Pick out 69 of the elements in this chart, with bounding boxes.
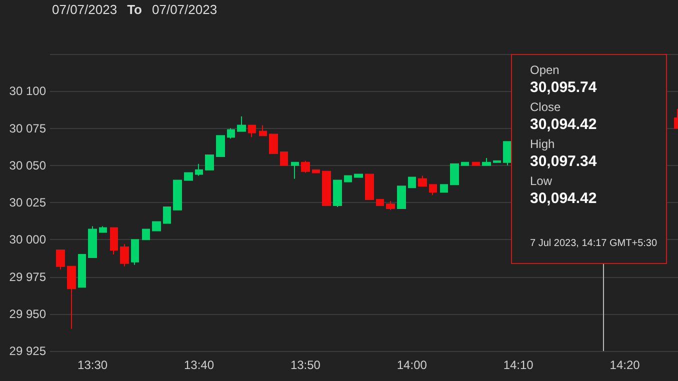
text: 07/07/2023 — [52, 2, 118, 17]
candlestick — [503, 141, 512, 166]
y-tick-label: 30 100 — [9, 84, 46, 98]
candlestick — [291, 162, 299, 180]
annotation: Close — [530, 100, 562, 115]
candlestick — [163, 206, 171, 224]
x-tick-label: 14:00 — [396, 358, 428, 372]
candlestick — [354, 174, 363, 178]
candlestick — [269, 134, 278, 154]
candlestick — [344, 175, 352, 182]
candlestick — [99, 226, 107, 233]
text: To — [127, 2, 142, 17]
candlestick — [227, 128, 235, 140]
candlestick — [440, 184, 448, 193]
candlestick — [195, 163, 203, 176]
candlestick — [259, 124, 267, 136]
x-tick-label: 14:10 — [503, 358, 534, 372]
candlestick — [386, 200, 395, 210]
y-tick-label: 30 050 — [9, 158, 46, 172]
annotation: 30,095.74 — [530, 78, 598, 97]
annotation: 30,094.42 — [530, 189, 598, 208]
x-tick-label: 13:30 — [78, 358, 108, 372]
candlestick — [450, 163, 459, 186]
candlestick — [493, 160, 501, 163]
y-tick-label: 30 025 — [9, 196, 46, 210]
candlestick — [333, 180, 342, 208]
y-tick-label: 29 925 — [9, 344, 46, 358]
annotation: High — [530, 137, 556, 152]
candlestick — [216, 135, 225, 157]
candlestick — [365, 174, 374, 200]
candlestick — [173, 180, 182, 210]
y-tick-label: 29 975 — [9, 270, 46, 284]
candlestick — [301, 160, 310, 174]
annotation: Open — [530, 63, 560, 78]
x-tick-label: 13:40 — [184, 358, 214, 372]
annotation: 7 Jul 2023, 14:17 GMT+5:30 — [530, 238, 658, 249]
candlestick — [142, 228, 150, 240]
annotation: 30,094.42 — [530, 115, 598, 134]
candlestick — [88, 226, 97, 258]
candlestick — [248, 124, 256, 138]
candlestick — [376, 199, 384, 206]
candlestick — [418, 175, 427, 187]
candlestick — [461, 162, 469, 166]
candlestick — [322, 170, 331, 206]
candlestick — [429, 184, 437, 196]
x-tick-label: 14:20 — [610, 358, 640, 372]
candlestick — [482, 157, 491, 166]
candlestick — [67, 266, 76, 330]
y-tick-label: 30 000 — [9, 232, 46, 247]
y-tick-label: 29 950 — [9, 306, 46, 321]
candlestick — [408, 176, 416, 188]
candlestick — [397, 186, 406, 209]
candlestick — [131, 239, 139, 266]
x-tick-label: 13:50 — [290, 358, 321, 372]
candlestick — [472, 162, 480, 166]
candlestick — [56, 250, 65, 270]
candlestick — [237, 116, 246, 132]
candlestick — [205, 154, 214, 170]
text: 07/07/2023 — [152, 2, 218, 17]
y-tick-label: 30 075 — [9, 121, 46, 136]
annotation: 30,097.34 — [530, 152, 598, 171]
candlestick — [280, 152, 288, 166]
candlestick — [110, 227, 118, 255]
candlestick — [312, 169, 320, 174]
annotation: Low — [530, 174, 554, 189]
candlestick — [120, 244, 129, 267]
candlestick — [78, 254, 86, 288]
candlestick — [152, 221, 161, 232]
candlestick — [184, 172, 193, 181]
